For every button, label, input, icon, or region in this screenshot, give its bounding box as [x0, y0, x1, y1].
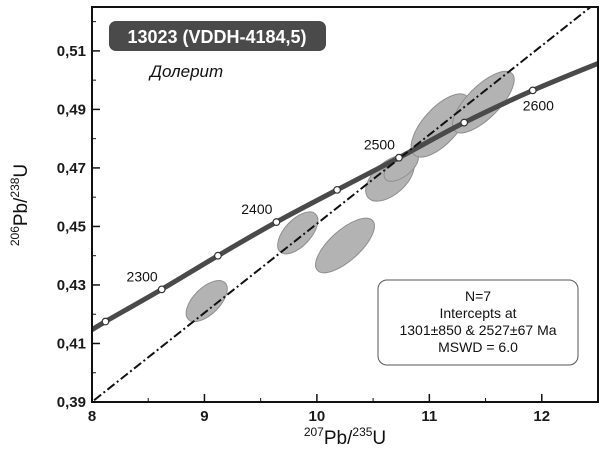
x-tick-label-8: 8: [88, 408, 96, 425]
y-tick-label-0,45: 0,45: [57, 218, 86, 235]
x-axis-base1: Pb/: [324, 428, 353, 449]
info-line-n: N=7: [465, 288, 491, 304]
tick-layer: 8 9 10 11 12 0,39 0,41 0,43 0,45 0,47 0,49 0,51: [57, 21, 550, 425]
info-line-intercepts: Intercepts at: [439, 305, 516, 321]
x-tick-label-12: 12: [533, 408, 550, 425]
age-marker-2500: [395, 153, 403, 162]
title-badge: [109, 21, 326, 51]
chart-title: 13023 (VDDH-4184,5): [127, 27, 306, 47]
error-ellipse-7: [452, 70, 515, 134]
info-box: [377, 279, 579, 366]
age-marker-2600: [528, 86, 537, 95]
y-tick-label-0,43: 0,43: [57, 277, 86, 294]
age-label-2300: 2300: [127, 268, 158, 284]
concordia-curve: [92, 60, 598, 333]
y-axis-base1: Pb/: [11, 197, 32, 226]
age-marker-2550: [460, 118, 469, 127]
age-marker-2300: [157, 285, 166, 294]
age-marker-layer: 2300 2400 2500 2600: [101, 86, 554, 326]
y-axis-sup2: 238: [8, 177, 22, 197]
info-line-mswd: MSWD = 6.0: [438, 339, 518, 355]
y-axis-title: 206Pb/238U: [8, 164, 32, 246]
x-axis-sup1: 207: [304, 425, 324, 439]
age-marker-2400: [272, 218, 281, 226]
y-tick-label-0,47: 0,47: [57, 160, 86, 177]
x-axis-base2: U: [372, 428, 386, 449]
age-label-2400: 2400: [241, 201, 272, 217]
y-axis-sup1: 206: [8, 226, 22, 246]
discordia-line: [92, 7, 593, 402]
error-ellipse-1: [185, 280, 228, 323]
info-line-ages: 1301±850 & 2527±67 Ma: [399, 322, 556, 338]
y-axis-base2: U: [11, 164, 32, 178]
chart-subtitle: Долерит: [148, 62, 223, 81]
plot-frame: [91, 6, 599, 403]
age-marker-2250: [101, 317, 110, 326]
error-ellipse-3: [315, 217, 375, 274]
y-tick-label-0,51: 0,51: [57, 43, 86, 60]
age-label-2500: 2500: [364, 137, 395, 153]
y-tick-label-0,49: 0,49: [57, 101, 86, 118]
x-tick-label-9: 9: [200, 408, 208, 425]
age-marker-2350: [214, 251, 222, 260]
x-axis-sup2: 235: [352, 425, 372, 439]
x-tick-label-11: 11: [421, 408, 437, 425]
y-tick-label-0,39: 0,39: [57, 394, 86, 411]
age-marker-2450: [333, 185, 342, 194]
y-tick-label-0,41: 0,41: [57, 335, 86, 352]
x-axis-title: 207Pb/235U: [304, 425, 386, 449]
x-tick-label-10: 10: [309, 408, 326, 425]
age-label-2600: 2600: [523, 97, 554, 113]
